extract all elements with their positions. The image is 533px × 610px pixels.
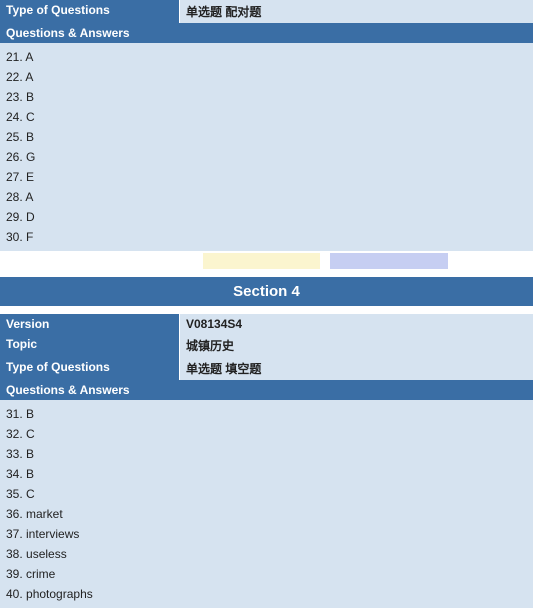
type-label-s4: Type of Questions	[0, 357, 180, 380]
separator-segment	[320, 253, 331, 269]
top-block: Type of Questions 单选题 配对题 Questions & An…	[0, 0, 533, 251]
answer-line: 32. C	[6, 424, 527, 444]
answer-line: 39. crime	[6, 564, 527, 584]
answer-line: 31. B	[6, 404, 527, 424]
answer-line: 23. B	[6, 87, 527, 107]
section4-title: Section 4	[0, 277, 533, 306]
answer-line: 27. E	[6, 167, 527, 187]
answer-line: 24. C	[6, 107, 527, 127]
answers-body-s4: 31. B32. C33. B34. B35. C36. market37. i…	[0, 400, 533, 608]
answer-line: 37. interviews	[6, 524, 527, 544]
topic-row: Topic 城镇历史	[0, 334, 533, 357]
section4-block: Section 4 Version V08134S4 Topic 城镇历史 Ty…	[0, 277, 533, 608]
qa-header-top: Questions & Answers	[0, 23, 533, 43]
type-label-top: Type of Questions	[0, 0, 180, 23]
separator-segment	[203, 253, 320, 269]
gap2	[0, 306, 533, 314]
type-row-s4: Type of Questions 单选题 填空题	[0, 357, 533, 380]
separator-bar	[0, 253, 533, 269]
answer-line: 29. D	[6, 207, 527, 227]
type-value-top: 单选题 配对题	[180, 0, 533, 23]
separator-segment	[0, 253, 203, 269]
answer-line: 36. market	[6, 504, 527, 524]
answer-line: 34. B	[6, 464, 527, 484]
type-row-top: Type of Questions 单选题 配对题	[0, 0, 533, 23]
type-value-s4: 单选题 填空题	[180, 357, 533, 380]
answer-line: 25. B	[6, 127, 527, 147]
answer-line: 38. useless	[6, 544, 527, 564]
answer-line: 33. B	[6, 444, 527, 464]
answer-line: 40. photographs	[6, 584, 527, 604]
version-value: V08134S4	[180, 314, 533, 334]
answer-line: 21. A	[6, 47, 527, 67]
topic-label: Topic	[0, 334, 180, 357]
answer-line: 22. A	[6, 67, 527, 87]
version-row: Version V08134S4	[0, 314, 533, 334]
topic-value: 城镇历史	[180, 334, 533, 357]
answers-body-top: 21. A22. A23. B24. C25. B26. G27. E28. A…	[0, 43, 533, 251]
gap	[0, 269, 533, 277]
answer-line: 30. F	[6, 227, 527, 247]
qa-header-s4: Questions & Answers	[0, 380, 533, 400]
version-label: Version	[0, 314, 180, 334]
separator-segment	[330, 253, 447, 269]
answer-line: 35. C	[6, 484, 527, 504]
answer-line: 28. A	[6, 187, 527, 207]
separator-segment	[448, 253, 533, 269]
answer-line: 26. G	[6, 147, 527, 167]
